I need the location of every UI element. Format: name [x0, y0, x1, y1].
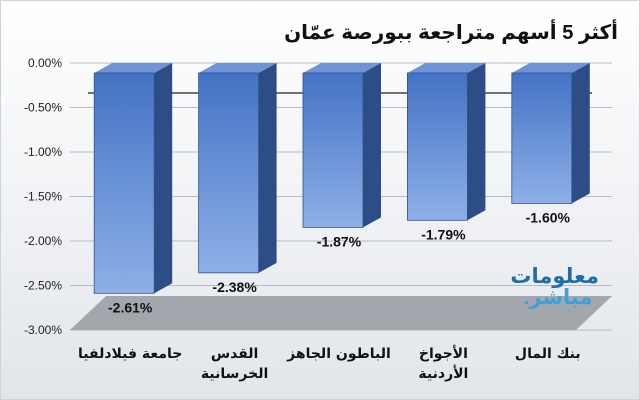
- x-tick-label: القدس: [211, 346, 259, 362]
- data-label: -1.60%: [526, 209, 571, 225]
- bar: [93, 63, 173, 294]
- x-axis: جامعة فيلادلفيا القدس الخرسانية الباطون الج…: [78, 345, 581, 382]
- bar-top-face: [407, 63, 486, 73]
- y-tick-label: 0.00%: [28, 56, 62, 70]
- bar-top-face: [94, 63, 173, 73]
- bar: [511, 63, 590, 204]
- bar-top-face: [198, 63, 277, 73]
- x-tick-label: الخرسانية: [201, 366, 268, 382]
- bar-side-face: [363, 63, 381, 228]
- y-tick-label: -1.50%: [24, 190, 62, 204]
- bar-top-face: [303, 63, 381, 73]
- bar-side-face: [258, 63, 277, 273]
- floor-plane: [70, 296, 612, 330]
- bar-side-face: [467, 63, 486, 221]
- data-label: -1.87%: [317, 233, 362, 249]
- bars: [93, 63, 590, 294]
- x-tick-label: الأردنية: [418, 365, 468, 382]
- bar-front-face: [93, 72, 155, 294]
- x-tick-label: الباطون الجاهز: [286, 346, 391, 362]
- y-tick-label: -3.00%: [24, 323, 62, 337]
- y-tick-label: -1.00%: [24, 145, 62, 159]
- bar-top-face: [511, 63, 590, 73]
- bar-side-face: [154, 63, 173, 294]
- bar-front-face: [406, 72, 468, 221]
- logo-line-1: معلومات: [510, 265, 599, 288]
- x-tick-label: جامعة فيلادلفيا: [78, 346, 182, 362]
- bar-front-face: [511, 72, 573, 204]
- data-label: -2.61%: [108, 299, 153, 315]
- y-tick-label: -2.00%: [24, 234, 62, 248]
- data-label: -2.38%: [212, 279, 257, 295]
- bar: [302, 63, 381, 228]
- bar: [198, 63, 277, 274]
- bar: [406, 63, 486, 221]
- bar-side-face: [571, 63, 590, 204]
- data-labels: -2.61% -2.38% -1.87% -1.79% -1.60%: [108, 209, 571, 315]
- brand-logo: معلومات مباشر.: [510, 265, 599, 309]
- y-tick-label: -0.50%: [24, 101, 62, 115]
- y-tick-label: -2.50%: [24, 279, 62, 293]
- logo-line-2: مباشر.: [523, 286, 593, 309]
- x-tick-label: الأجواخ: [419, 345, 468, 362]
- y-axis: 0.00% -0.50% -1.00% -1.50% -2.00% -2.50% -3.00…: [24, 56, 62, 337]
- bar-front-face: [198, 72, 260, 274]
- x-tick-label: بنك المال: [515, 346, 581, 362]
- chart-title: أكثر 5 أسهم متراجعة ببورصة عمّان: [284, 22, 618, 44]
- bar-front-face: [302, 72, 364, 228]
- data-label: -1.79%: [421, 226, 466, 242]
